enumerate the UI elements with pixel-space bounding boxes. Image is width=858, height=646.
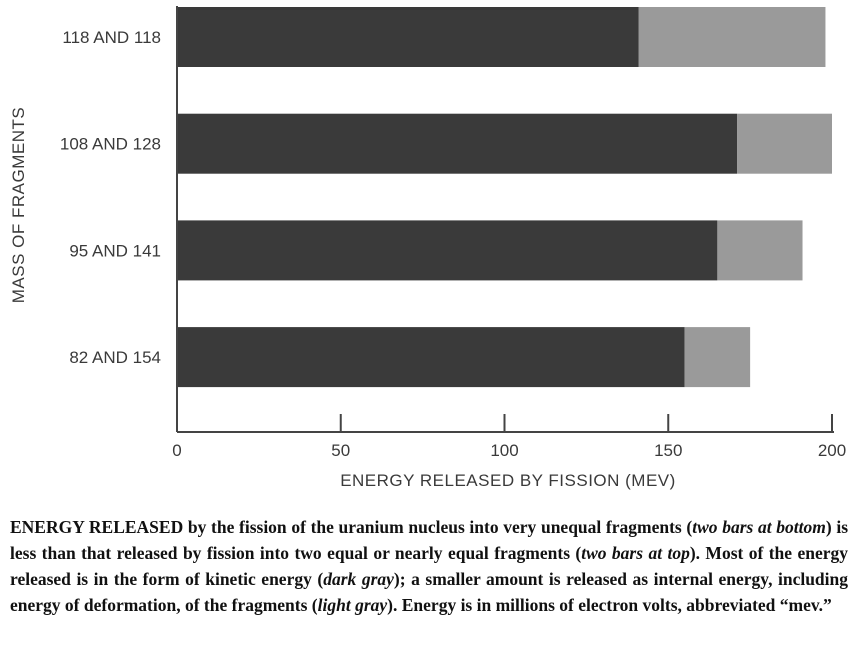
bars-group	[177, 7, 832, 388]
caption-text-2: ) is less than that released by fission …	[10, 517, 849, 563]
bar-internal-3	[717, 220, 803, 281]
caption-text-3: ). Most of the energy released is in the…	[10, 543, 848, 589]
ticks-group: 0 50 100 150 200	[172, 414, 846, 460]
category-label-1: 118 AND 118	[62, 28, 161, 47]
figure-caption: ENERGY RELEASED by the fission of the ur…	[10, 514, 848, 618]
x-tick-label-50: 50	[331, 441, 350, 460]
category-labels-group: 118 AND 118 108 AND 128 95 AND 141 82 AND 1…	[60, 28, 161, 367]
x-axis-title: ENERGY RELEASED BY FISSION (MEV)	[340, 471, 676, 490]
category-label-2: 108 AND 128	[60, 135, 161, 154]
bar-internal-1	[638, 7, 826, 67]
bar-kinetic-4	[177, 327, 685, 388]
bar-internal-2	[737, 113, 832, 174]
caption-lead: ENERGY RELEASED	[10, 517, 184, 537]
x-tick-label-0: 0	[172, 441, 181, 460]
caption-text-1: by the fission of the uranium nucleus in…	[183, 517, 693, 537]
caption-text-5: ). Energy is in millions of electron vol…	[387, 595, 832, 615]
bar-kinetic-1	[177, 7, 639, 67]
x-tick-label-100: 100	[490, 441, 518, 460]
caption-emphasis-4: light gray	[317, 595, 388, 615]
caption-emphasis-2: two bars at top	[581, 543, 690, 563]
caption-emphasis-3: dark gray	[323, 569, 394, 589]
bar-kinetic-3	[177, 220, 718, 281]
bar-kinetic-2	[177, 113, 738, 174]
x-tick-label-150: 150	[654, 441, 682, 460]
caption-emphasis-1: two bars at bottom	[692, 517, 826, 537]
y-axis-title: MASS OF FRAGMENTS	[9, 107, 28, 303]
category-label-3: 95 AND 141	[69, 241, 161, 260]
category-label-4: 82 AND 154	[69, 348, 161, 367]
bar-internal-4	[684, 327, 751, 388]
fission-energy-chart: 0 50 100 150 200 118 AND 118 108 AND 128 95 AN…	[9, 6, 846, 490]
caption-text-4: ); a smaller amount is released as inter…	[10, 569, 849, 615]
x-tick-label-200: 200	[818, 441, 846, 460]
